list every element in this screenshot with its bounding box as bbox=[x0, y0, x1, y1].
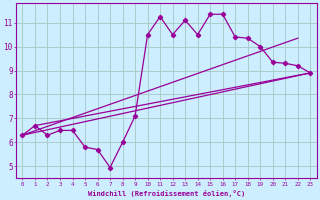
X-axis label: Windchill (Refroidissement éolien,°C): Windchill (Refroidissement éolien,°C) bbox=[88, 190, 245, 197]
